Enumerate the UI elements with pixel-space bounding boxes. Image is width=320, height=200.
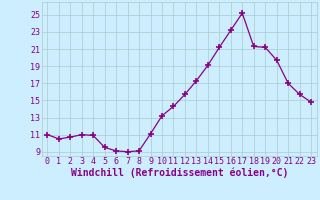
X-axis label: Windchill (Refroidissement éolien,°C): Windchill (Refroidissement éolien,°C) xyxy=(70,168,288,178)
